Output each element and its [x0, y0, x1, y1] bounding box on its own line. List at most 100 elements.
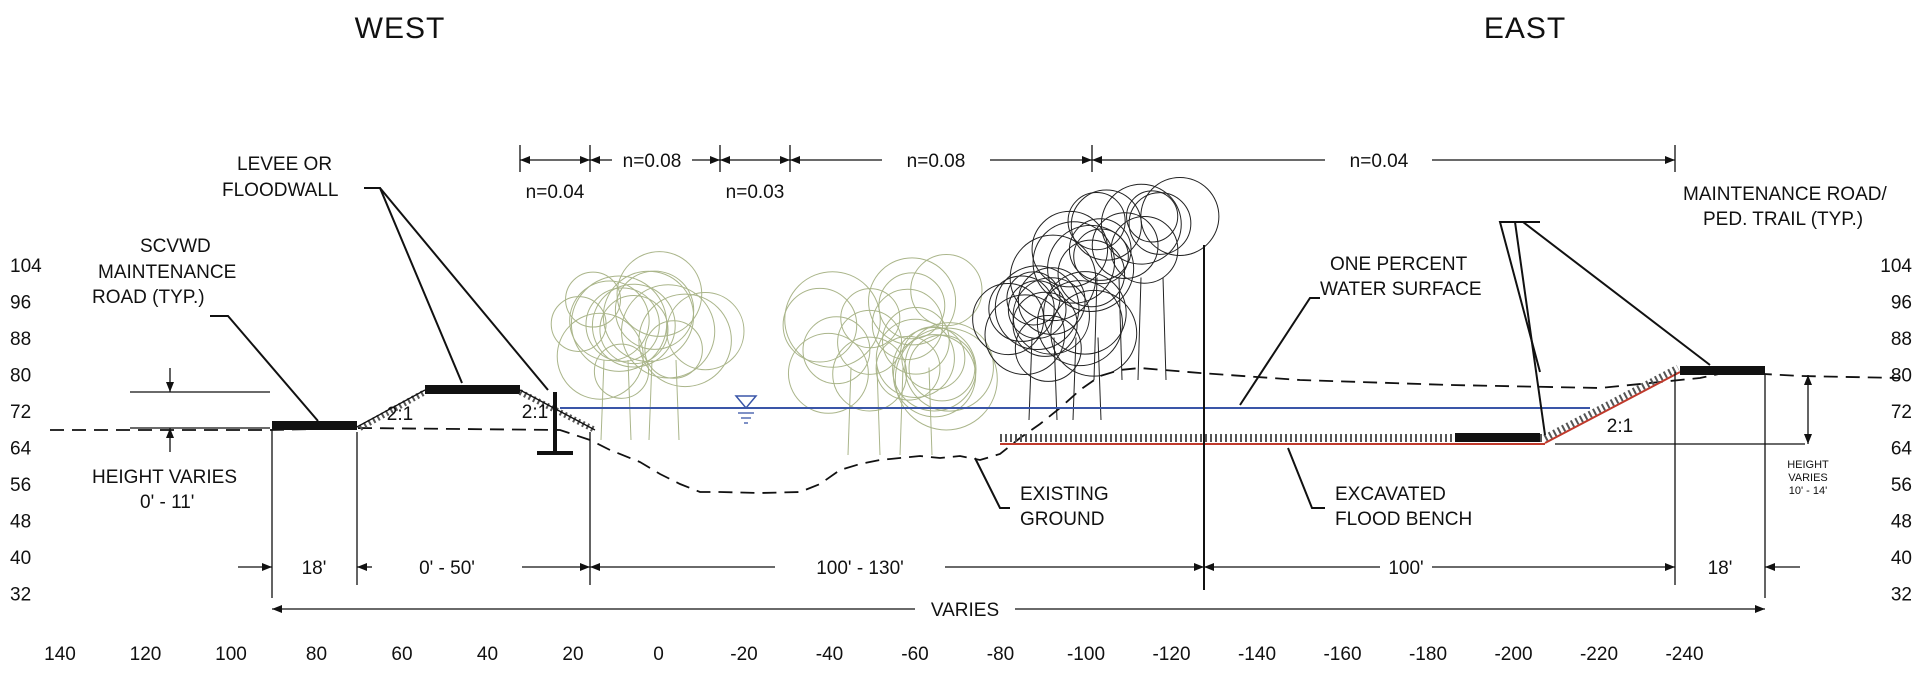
- tree-canopy-circle: [1014, 314, 1082, 382]
- tree-canopy-circle: [638, 293, 732, 388]
- tree-canopy-circle: [868, 257, 957, 346]
- tree-trunk: [1072, 337, 1077, 421]
- tree-canopy-circle: [614, 270, 695, 350]
- tree-canopy-circle: [599, 295, 669, 365]
- x-axis-tick-label: -120: [1152, 644, 1190, 665]
- roughness-dimension: [519, 145, 1676, 172]
- maint-leader-2: [1520, 221, 1711, 366]
- roughness-n5: n=0.04: [1350, 151, 1409, 172]
- y-axis-left-tick-label: 96: [10, 293, 31, 314]
- dim-varies: VARIES: [931, 600, 999, 621]
- y-axis-right-labels: 104 96 88 80 72 64 56 48 40 32: [1880, 256, 1912, 606]
- y-axis-right-tick-label: 96: [1891, 293, 1912, 314]
- bench-text-2: FLOOD BENCH: [1335, 509, 1472, 530]
- y-axis-left-tick-label: 88: [10, 329, 31, 350]
- water-level-symbol: [734, 395, 758, 424]
- ground-text-1: EXISTING: [1020, 484, 1109, 505]
- x-axis-tick-label: -160: [1323, 644, 1361, 665]
- west-label: WEST: [355, 12, 446, 45]
- y-axis-left-tick-label: 48: [10, 512, 31, 533]
- tree-canopy-circle: [787, 332, 869, 414]
- tree-canopy-circle: [904, 322, 994, 412]
- x-axis-tick-label: -240: [1665, 644, 1703, 665]
- y-axis-left-labels: 104 96 88 80 72 64 56 48 40 32: [10, 256, 42, 606]
- tree-canopy-circle: [666, 292, 745, 371]
- y-axis-left-tick-label: 32: [10, 585, 31, 606]
- slope-label-a: 2:1: [387, 404, 413, 425]
- tree-trunk: [600, 359, 605, 441]
- tree-canopy-circle: [1070, 189, 1142, 261]
- slope-label-c: 2:1: [1607, 416, 1633, 437]
- scvwd-leader: [210, 315, 319, 422]
- scvwd-text-3: ROAD (TYP.): [92, 287, 205, 308]
- tree-canopy-circle: [1036, 280, 1123, 367]
- dim-d4: 100': [1388, 558, 1423, 579]
- maint-text-2: PED. TRAIL (TYP.): [1703, 209, 1863, 230]
- roughness-n3: n=0.03: [726, 182, 785, 203]
- tree-canopy-circle: [1140, 176, 1220, 256]
- east-slope-line: [1544, 371, 1681, 444]
- dim-d5: 18': [1708, 558, 1733, 579]
- water-text-2: WATER SURFACE: [1320, 279, 1482, 300]
- y-axis-right-tick-label: 40: [1891, 548, 1912, 569]
- water-leader: [1239, 297, 1320, 406]
- roughness-n4: n=0.08: [907, 151, 966, 172]
- tree-trunk: [675, 359, 680, 441]
- tree-canopy-circle: [802, 316, 871, 385]
- tree-canopy-circle: [892, 334, 977, 418]
- tree-trunk: [1093, 277, 1098, 381]
- tree-trunk: [876, 367, 881, 456]
- tree-trunk: [1097, 337, 1102, 421]
- tree-canopy-circle: [875, 318, 955, 398]
- x-axis-tick-label: 100: [215, 644, 247, 665]
- y-axis-right-tick-label: 48: [1891, 512, 1912, 533]
- tree-canopy-circle: [591, 283, 676, 368]
- water-text-1: ONE PERCENT: [1330, 254, 1468, 275]
- y-axis-right-tick-label: 88: [1891, 329, 1912, 350]
- y-axis-left-tick-label: 64: [10, 439, 32, 460]
- x-axis-tick-label: -100: [1067, 644, 1105, 665]
- tree-canopy-circle: [593, 343, 650, 399]
- tree-canopy-circle: [871, 288, 944, 361]
- bench-leader: [1287, 447, 1325, 509]
- tree-canopy-circle: [1067, 192, 1126, 251]
- roughness-n1: n=0.04: [526, 182, 585, 203]
- hv-left-text-2: 0' - 11': [140, 492, 194, 513]
- levee-slope-right-edge: [519, 389, 596, 431]
- x-axis-tick-label: -200: [1494, 644, 1532, 665]
- x-axis-tick-label: 80: [306, 644, 327, 665]
- width-dimensions: [238, 372, 1800, 613]
- east-slope-hatch: [1543, 364, 1680, 442]
- x-axis-tick-label: 140: [44, 644, 76, 665]
- tree-canopy-circle: [784, 271, 881, 368]
- y-axis-right-tick-label: 72: [1891, 402, 1912, 423]
- levee-slope-left-edge: [354, 389, 426, 429]
- tree-trunk: [1053, 337, 1058, 421]
- tree-canopy-circle: [1012, 291, 1078, 357]
- tree-canopy-circle: [1091, 212, 1159, 280]
- x-axis-tick-label: -20: [730, 644, 757, 665]
- x-axis-tick-label: 0: [653, 644, 664, 665]
- dim-d2: 0' - 50': [419, 558, 475, 579]
- levee-leader-2: [379, 187, 549, 391]
- tree-trunk: [627, 359, 632, 441]
- hv-left-text-1: HEIGHT VARIES: [92, 467, 237, 488]
- bench-text-1: EXCAVATED: [1335, 484, 1446, 505]
- tree-trunk: [847, 367, 852, 456]
- y-axis-left-tick-label: 40: [10, 548, 31, 569]
- tree-canopy-circle: [1128, 192, 1192, 255]
- x-axis-tick-label: -40: [816, 644, 843, 665]
- x-axis-tick-label: 40: [477, 644, 498, 665]
- existing-ground-line: [50, 367, 1901, 494]
- tree-trunk: [1118, 277, 1123, 381]
- tree-canopy-circle: [616, 251, 703, 337]
- tree-canopy-circle: [1047, 224, 1135, 312]
- tree-canopy-circle: [1100, 183, 1182, 265]
- tree-canopy-circle: [882, 306, 950, 375]
- ground-leader: [974, 457, 1010, 509]
- tree-canopy-circle: [878, 272, 946, 340]
- tree-canopy-circle: [569, 280, 650, 361]
- hv-right-text-1: HEIGHT: [1787, 459, 1829, 471]
